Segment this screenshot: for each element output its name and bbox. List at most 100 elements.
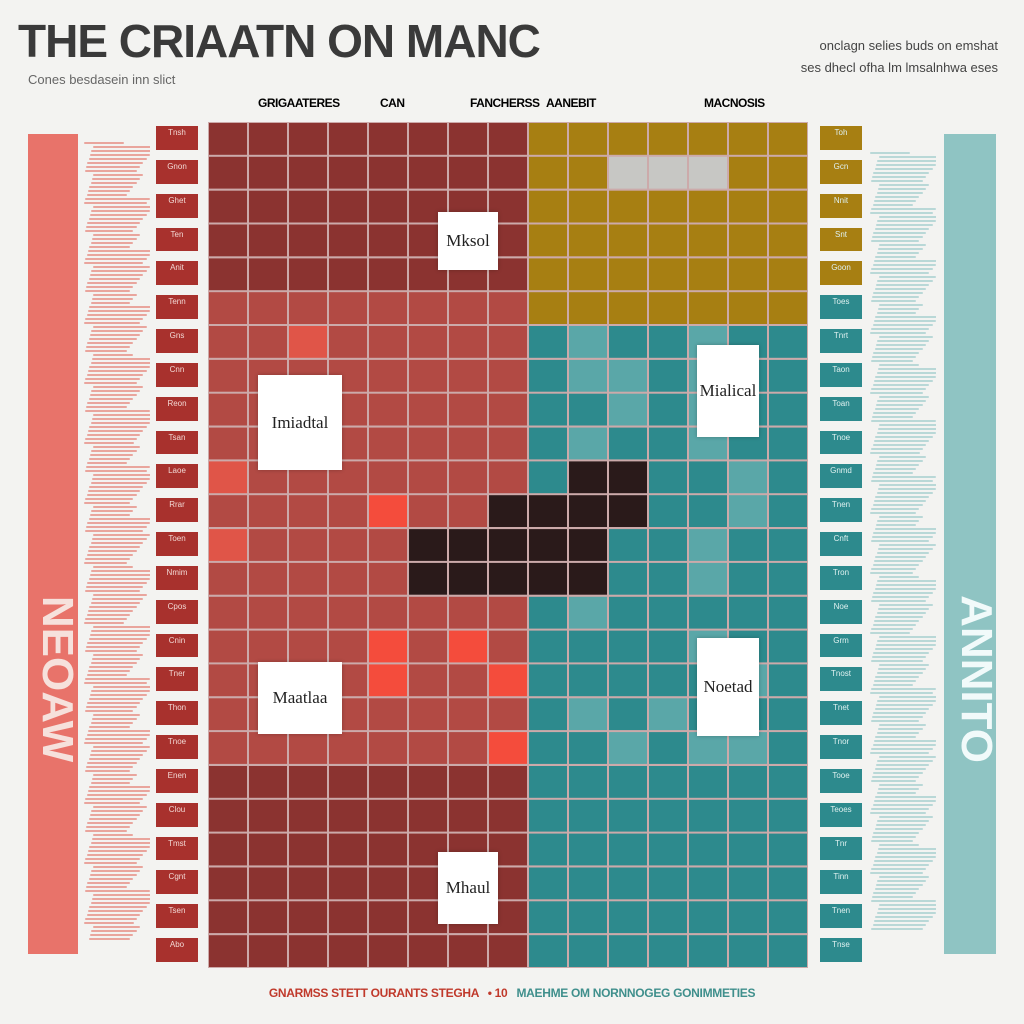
description-line: [89, 814, 141, 816]
description-line: [92, 146, 150, 148]
heatmap-cell: [409, 732, 447, 764]
description-line: [871, 476, 936, 478]
heatmap-cell: [609, 664, 647, 697]
heatmap-cell: [329, 766, 367, 798]
heatmap-cell: [449, 935, 487, 967]
description-line: [879, 724, 927, 726]
heatmap-cell: [449, 156, 487, 189]
description-line: [85, 438, 137, 440]
heatmap-cell: [289, 867, 327, 900]
heatmap-cell: [649, 156, 687, 189]
heatmap-cell: [609, 867, 647, 900]
heatmap-cell: [369, 224, 407, 257]
description-line: [874, 408, 920, 410]
heatmap-cell: [529, 833, 567, 866]
description-line: [877, 728, 923, 730]
heatmap-cell: [289, 529, 327, 561]
description-line: [88, 638, 147, 640]
heatmap-cell: [529, 935, 567, 967]
description-line: [90, 842, 150, 844]
left-row-label: Cnn: [156, 362, 198, 387]
heatmap-cell: [609, 292, 647, 324]
heatmap-cell: [649, 698, 687, 731]
heatmap-cell: [209, 766, 247, 798]
description-line: [92, 686, 150, 688]
description-line: [85, 858, 141, 860]
left-row-label: Clou: [156, 802, 198, 827]
description-line: [87, 490, 141, 492]
description-line: [85, 798, 144, 800]
description-line: [91, 150, 150, 152]
callout-1: Mksol: [438, 212, 498, 270]
heatmap-cell: [769, 562, 807, 595]
description-line: [870, 632, 910, 634]
description-line: [89, 546, 141, 548]
left-row-label: Cpos: [156, 599, 198, 624]
heatmap-cell: [529, 427, 567, 460]
description-line: [879, 364, 920, 366]
heatmap-cell: [489, 359, 527, 392]
description-line: [85, 886, 127, 888]
heatmap-cell: [609, 359, 647, 392]
description-line: [877, 788, 920, 790]
description-line: [875, 316, 936, 318]
heatmap-cell: [649, 359, 687, 392]
description-line: [87, 190, 131, 192]
heatmap-cell: [729, 258, 767, 291]
description-line: [89, 846, 150, 848]
heatmap-cell: [209, 935, 247, 967]
description-line: [85, 466, 150, 468]
heatmap-cell: [569, 156, 607, 189]
heatmap-cell: [569, 901, 607, 934]
description-line: [875, 524, 917, 526]
heatmap-cell: [289, 562, 327, 595]
description-line: [89, 186, 134, 188]
description-line: [89, 334, 141, 336]
heatmap-cell: [209, 698, 247, 731]
description-line: [873, 380, 933, 382]
description-line: [85, 406, 127, 408]
description-line: [870, 152, 910, 154]
heatmap-cell: [569, 393, 607, 426]
description-line: [871, 716, 923, 718]
description-line: [90, 362, 150, 364]
heatmap-cell: [529, 529, 567, 561]
heatmap-cell: [569, 596, 607, 629]
description-line: [84, 830, 127, 832]
description-line: [871, 628, 913, 630]
right-row-label: Grm: [820, 633, 862, 658]
heatmap-cell: [409, 461, 447, 494]
heatmap-cell: [329, 123, 367, 155]
description-line: [872, 924, 927, 926]
description-line: [88, 338, 137, 340]
description-line: [878, 636, 936, 638]
column-header-4: AANEBIT: [546, 96, 596, 110]
description-line: [871, 236, 923, 238]
heatmap-cell: [369, 461, 407, 494]
description-line: [84, 922, 134, 924]
description-line: [87, 310, 150, 312]
description-line: [85, 226, 137, 228]
description-line: [93, 774, 137, 776]
heatmap-cell: [249, 326, 287, 358]
description-line: [875, 764, 930, 766]
description-line: [85, 166, 141, 168]
description-line: [873, 232, 927, 234]
heatmap-cell: [489, 766, 527, 798]
description-line: [91, 598, 144, 600]
heatmap-cell: [489, 630, 527, 663]
heatmap-cell: [249, 123, 287, 155]
description-line: [87, 670, 131, 672]
heatmap-cell: [369, 156, 407, 189]
heatmap-cell: [569, 766, 607, 798]
description-line: [89, 394, 137, 396]
footer-left: GNARMSS STETT OURANTS STEGHA: [268, 986, 479, 1000]
description-line: [876, 672, 923, 674]
description-line: [85, 346, 131, 348]
heatmap-cell: [569, 461, 607, 494]
heatmap-cell: [649, 461, 687, 494]
heatmap-cell: [769, 359, 807, 392]
heatmap-cell: [209, 427, 247, 460]
heatmap-cell: [449, 529, 487, 561]
heatmap-cell: [769, 326, 807, 358]
